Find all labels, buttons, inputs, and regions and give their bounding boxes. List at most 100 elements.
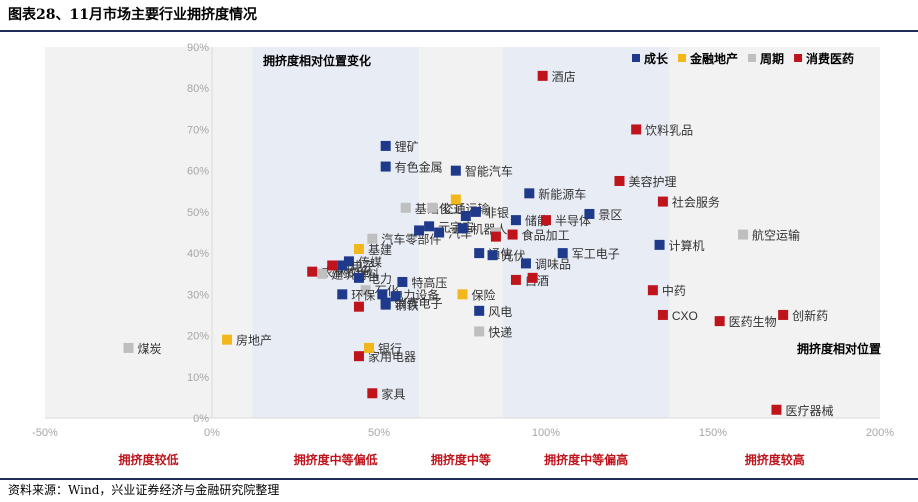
zone-label-0: 拥挤度较低: [119, 452, 179, 467]
point-机器人: [457, 223, 468, 234]
point-煤炭: [123, 342, 134, 353]
point-元宇宙: [424, 221, 435, 232]
point-label-食品加工: 食品加工: [522, 228, 570, 243]
y-tick-label: 90%: [187, 42, 209, 54]
point-label-酒店: 酒店: [552, 70, 576, 84]
point-家用电器: [353, 351, 364, 362]
point-label-消费电子: 消费电子: [395, 297, 443, 311]
legend-label-成长: 成长: [644, 51, 669, 66]
figure-title: 图表28、11月市场主要行业拥挤度情况: [8, 7, 257, 23]
zone-label-3: 拥挤度中等偏高: [544, 452, 628, 467]
point-特高压: [397, 276, 408, 287]
point-光伏: [487, 250, 498, 261]
point-基建: [353, 243, 364, 254]
title-rule: [0, 30, 918, 32]
point-房地产: [222, 334, 233, 345]
point-智能汽车: [450, 165, 461, 176]
point-保险: [457, 289, 468, 300]
zone-band-1: [252, 47, 420, 418]
point-汽车: [434, 227, 445, 238]
point-储能: [510, 215, 521, 226]
point-电力: [353, 272, 364, 283]
point-快递: [474, 326, 485, 337]
point-锂矿: [380, 140, 391, 151]
point-label-光伏: 光伏: [502, 249, 526, 263]
source-rule: [0, 478, 918, 480]
point-label-创新药: 创新药: [792, 308, 828, 323]
zone-label-4: 拥挤度较高: [745, 452, 805, 467]
zones-layer: 拥挤度较低 拥挤度中等偏低 拥挤度中等 拥挤度中等偏高 拥挤度较高: [45, 47, 880, 467]
point-半导体: [541, 215, 551, 226]
legend-label-消费医药: 消费医药: [806, 51, 854, 66]
point-电力设备: [377, 289, 388, 300]
point-新能源车: [524, 188, 535, 199]
y-tick-label: 40%: [187, 248, 209, 260]
point-label-快递: 快递: [488, 325, 512, 339]
point-社会服务: [657, 196, 668, 207]
point: [527, 272, 538, 283]
y-tick-label: 60%: [187, 166, 209, 178]
point-label-基础化工: 基础化工: [415, 202, 463, 216]
point-label-电力: 电力: [368, 272, 392, 286]
point-调味品: [520, 258, 531, 269]
point: [450, 194, 461, 205]
point-label-智能汽车: 智能汽车: [465, 164, 513, 179]
point-label-非银: 非银: [485, 206, 509, 220]
point: [414, 225, 425, 236]
point-石化: [360, 285, 371, 296]
y-tick-label: 30%: [187, 289, 209, 301]
x-tick-label: 50%: [368, 427, 390, 439]
point-label-特高压: 特高压: [411, 275, 447, 290]
zone-label-2: 拥挤度中等: [431, 452, 491, 467]
point-中药: [647, 285, 658, 296]
point-label-电力设备: 电力设备: [391, 288, 439, 302]
legend-swatch-周期: [748, 54, 757, 62]
point-label-煤炭: 煤炭: [138, 342, 162, 356]
zone-band-0: [45, 47, 253, 418]
zone-band-4: [669, 47, 880, 418]
x-tick-label: 100%: [532, 427, 560, 439]
point-label-美容护理: 美容护理: [628, 174, 676, 189]
point-label-房地产: 房地产: [236, 333, 272, 348]
point-家具: [367, 388, 378, 399]
zone-band-3: [502, 47, 670, 418]
point-电子: [337, 260, 348, 271]
point-label-传媒: 传媒: [358, 254, 382, 269]
point-交通运输: [427, 202, 438, 213]
point-label-景区: 景区: [598, 208, 622, 222]
x-axis-label: 拥挤度相对位置: [797, 341, 881, 356]
point-环保: [337, 289, 348, 300]
point-label-有色金属: 有色金属: [395, 160, 443, 175]
axes-layer: 0% 10% 20% 30% 40% 50% 60% 70% 80% 90% -50% 0% 50% 10…: [32, 42, 894, 439]
points-layer: 煤炭房地产家用电器银行家具消费电子农林牧渔建筑材料传媒基建汽车零部件电子电力特高…: [123, 70, 833, 418]
x-tick-label: -50%: [32, 427, 58, 439]
x-tick-label: 150%: [699, 427, 727, 439]
point-label-中药: 中药: [662, 283, 686, 298]
point-钢铁: [380, 299, 391, 310]
point-label-CXO: CXO: [672, 309, 698, 323]
legend-label-金融地产: 金融地产: [689, 51, 738, 66]
point-label-风电: 风电: [488, 305, 512, 319]
point-酒店: [537, 70, 548, 81]
point-label-饮料乳品: 饮料乳品: [645, 123, 693, 137]
point-label-计算机: 计算机: [669, 238, 705, 253]
x-tick-label: 200%: [866, 427, 894, 439]
point-医疗器械: [771, 404, 782, 415]
point-银行: [363, 342, 374, 353]
point-计算机: [654, 239, 665, 250]
point-非银: [470, 206, 481, 217]
point-label-电子: 电子: [351, 259, 375, 273]
point-label-医药生物: 医药生物: [729, 315, 777, 329]
point-创新药: [778, 309, 789, 320]
point-label-半导体: 半导体: [555, 214, 591, 228]
point: [390, 291, 401, 302]
point-label-家用电器: 家用电器: [368, 349, 416, 364]
point-美容护理: [614, 175, 625, 186]
y-tick-label: 0%: [193, 413, 209, 425]
point-label-机器人: 机器人: [472, 222, 508, 236]
legend: 成长 金融地产 周期 消费医药: [632, 51, 854, 66]
point: [490, 231, 501, 242]
point-有色金属: [380, 161, 391, 172]
legend-swatch-金融地产: [678, 54, 687, 62]
point-label-汽车零部件: 汽车零部件: [381, 232, 441, 247]
